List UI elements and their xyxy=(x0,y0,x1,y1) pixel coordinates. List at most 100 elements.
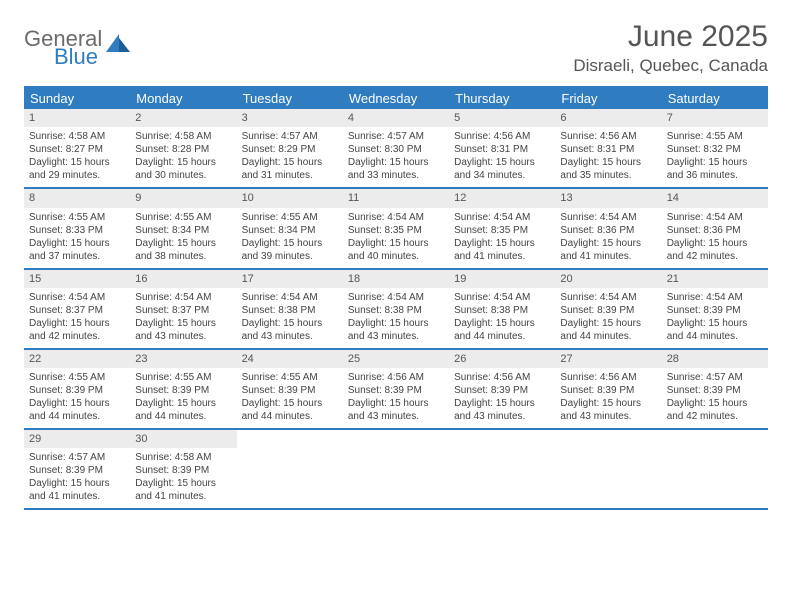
daylight-line-1: Daylight: 15 hours xyxy=(242,317,338,330)
daylight-line-1: Daylight: 15 hours xyxy=(667,397,763,410)
sunrise-line: Sunrise: 4:56 AM xyxy=(454,130,550,143)
day-cell: 6Sunrise: 4:56 AMSunset: 8:31 PMDaylight… xyxy=(555,109,661,187)
day-body: Sunrise: 4:58 AMSunset: 8:39 PMDaylight:… xyxy=(130,448,236,508)
day-cell: 15Sunrise: 4:54 AMSunset: 8:37 PMDayligh… xyxy=(24,270,130,348)
sunrise-line: Sunrise: 4:54 AM xyxy=(135,291,231,304)
day-cell: 4Sunrise: 4:57 AMSunset: 8:30 PMDaylight… xyxy=(343,109,449,187)
dow-cell: Monday xyxy=(130,88,236,109)
day-cell: 26Sunrise: 4:56 AMSunset: 8:39 PMDayligh… xyxy=(449,350,555,428)
sunset-line: Sunset: 8:39 PM xyxy=(348,384,444,397)
day-body: Sunrise: 4:58 AMSunset: 8:28 PMDaylight:… xyxy=(130,127,236,187)
location-text: Disraeli, Quebec, Canada xyxy=(573,56,768,76)
day-number: 23 xyxy=(130,350,236,368)
daylight-line-1: Daylight: 15 hours xyxy=(348,317,444,330)
month-title: June 2025 xyxy=(573,20,768,54)
day-cell: 27Sunrise: 4:56 AMSunset: 8:39 PMDayligh… xyxy=(555,350,661,428)
daylight-line-2: and 41 minutes. xyxy=(560,250,656,263)
sunset-line: Sunset: 8:30 PM xyxy=(348,143,444,156)
daylight-line-2: and 41 minutes. xyxy=(135,490,231,503)
sunrise-line: Sunrise: 4:56 AM xyxy=(348,371,444,384)
daylight-line-2: and 37 minutes. xyxy=(29,250,125,263)
dow-cell: Tuesday xyxy=(237,88,343,109)
day-cell: 30Sunrise: 4:58 AMSunset: 8:39 PMDayligh… xyxy=(130,430,236,508)
day-body: Sunrise: 4:56 AMSunset: 8:31 PMDaylight:… xyxy=(449,127,555,187)
daylight-line-1: Daylight: 15 hours xyxy=(560,237,656,250)
day-number: 12 xyxy=(449,189,555,207)
day-body: Sunrise: 4:55 AMSunset: 8:33 PMDaylight:… xyxy=(24,208,130,268)
logo: General Blue xyxy=(24,28,132,68)
day-number: 27 xyxy=(555,350,661,368)
day-number: 19 xyxy=(449,270,555,288)
day-number: 25 xyxy=(343,350,449,368)
day-body: Sunrise: 4:54 AMSunset: 8:37 PMDaylight:… xyxy=(24,288,130,348)
day-cell: 12Sunrise: 4:54 AMSunset: 8:35 PMDayligh… xyxy=(449,189,555,267)
day-number: 17 xyxy=(237,270,343,288)
daylight-line-1: Daylight: 15 hours xyxy=(29,237,125,250)
day-body: Sunrise: 4:57 AMSunset: 8:39 PMDaylight:… xyxy=(662,368,768,428)
daylight-line-2: and 43 minutes. xyxy=(242,330,338,343)
daylight-line-1: Daylight: 15 hours xyxy=(348,237,444,250)
day-cell: 23Sunrise: 4:55 AMSunset: 8:39 PMDayligh… xyxy=(130,350,236,428)
daylight-line-1: Daylight: 15 hours xyxy=(135,477,231,490)
day-number: 22 xyxy=(24,350,130,368)
daylight-line-1: Daylight: 15 hours xyxy=(29,397,125,410)
day-body: Sunrise: 4:54 AMSunset: 8:39 PMDaylight:… xyxy=(662,288,768,348)
daylight-line-2: and 35 minutes. xyxy=(560,169,656,182)
sunset-line: Sunset: 8:37 PM xyxy=(135,304,231,317)
sunset-line: Sunset: 8:39 PM xyxy=(560,384,656,397)
sunset-line: Sunset: 8:38 PM xyxy=(348,304,444,317)
daylight-line-2: and 43 minutes. xyxy=(135,330,231,343)
daylight-line-2: and 41 minutes. xyxy=(29,490,125,503)
day-body: Sunrise: 4:55 AMSunset: 8:39 PMDaylight:… xyxy=(130,368,236,428)
day-cell: 1Sunrise: 4:58 AMSunset: 8:27 PMDaylight… xyxy=(24,109,130,187)
sunrise-line: Sunrise: 4:55 AM xyxy=(29,211,125,224)
dow-cell: Sunday xyxy=(24,88,130,109)
day-body: Sunrise: 4:54 AMSunset: 8:38 PMDaylight:… xyxy=(343,288,449,348)
day-cell-empty xyxy=(662,430,768,508)
day-number: 21 xyxy=(662,270,768,288)
daylight-line-1: Daylight: 15 hours xyxy=(135,317,231,330)
day-cell: 11Sunrise: 4:54 AMSunset: 8:35 PMDayligh… xyxy=(343,189,449,267)
sunrise-line: Sunrise: 4:54 AM xyxy=(454,291,550,304)
dow-cell: Friday xyxy=(555,88,661,109)
day-body: Sunrise: 4:54 AMSunset: 8:35 PMDaylight:… xyxy=(343,208,449,268)
week-row: 29Sunrise: 4:57 AMSunset: 8:39 PMDayligh… xyxy=(24,430,768,510)
day-cell: 9Sunrise: 4:55 AMSunset: 8:34 PMDaylight… xyxy=(130,189,236,267)
dow-cell: Wednesday xyxy=(343,88,449,109)
daylight-line-2: and 34 minutes. xyxy=(454,169,550,182)
logo-word-blue: Blue xyxy=(54,46,102,68)
daylight-line-1: Daylight: 15 hours xyxy=(454,397,550,410)
week-row: 15Sunrise: 4:54 AMSunset: 8:37 PMDayligh… xyxy=(24,270,768,350)
day-body: Sunrise: 4:55 AMSunset: 8:34 PMDaylight:… xyxy=(237,208,343,268)
day-number: 16 xyxy=(130,270,236,288)
day-cell: 13Sunrise: 4:54 AMSunset: 8:36 PMDayligh… xyxy=(555,189,661,267)
daylight-line-1: Daylight: 15 hours xyxy=(29,477,125,490)
sunrise-line: Sunrise: 4:54 AM xyxy=(667,211,763,224)
daylight-line-1: Daylight: 15 hours xyxy=(348,397,444,410)
sunrise-line: Sunrise: 4:58 AM xyxy=(135,130,231,143)
day-body: Sunrise: 4:54 AMSunset: 8:39 PMDaylight:… xyxy=(555,288,661,348)
day-body: Sunrise: 4:57 AMSunset: 8:30 PMDaylight:… xyxy=(343,127,449,187)
sunrise-line: Sunrise: 4:57 AM xyxy=(348,130,444,143)
day-number: 30 xyxy=(130,430,236,448)
daylight-line-1: Daylight: 15 hours xyxy=(135,156,231,169)
daylight-line-2: and 36 minutes. xyxy=(667,169,763,182)
day-body: Sunrise: 4:56 AMSunset: 8:39 PMDaylight:… xyxy=(555,368,661,428)
day-body: Sunrise: 4:54 AMSunset: 8:35 PMDaylight:… xyxy=(449,208,555,268)
day-of-week-row: SundayMondayTuesdayWednesdayThursdayFrid… xyxy=(24,88,768,109)
sunrise-line: Sunrise: 4:57 AM xyxy=(29,451,125,464)
sunset-line: Sunset: 8:27 PM xyxy=(29,143,125,156)
daylight-line-1: Daylight: 15 hours xyxy=(667,237,763,250)
day-number: 2 xyxy=(130,109,236,127)
daylight-line-1: Daylight: 15 hours xyxy=(560,317,656,330)
day-number: 24 xyxy=(237,350,343,368)
week-row: 1Sunrise: 4:58 AMSunset: 8:27 PMDaylight… xyxy=(24,109,768,189)
daylight-line-1: Daylight: 15 hours xyxy=(667,317,763,330)
sunset-line: Sunset: 8:31 PM xyxy=(454,143,550,156)
day-number: 13 xyxy=(555,189,661,207)
daylight-line-1: Daylight: 15 hours xyxy=(560,156,656,169)
sunset-line: Sunset: 8:34 PM xyxy=(135,224,231,237)
daylight-line-2: and 43 minutes. xyxy=(560,410,656,423)
daylight-line-1: Daylight: 15 hours xyxy=(348,156,444,169)
day-cell: 16 Sunrise: 4:54 AMSunset: 8:37 PMDayligh… xyxy=(130,270,236,348)
